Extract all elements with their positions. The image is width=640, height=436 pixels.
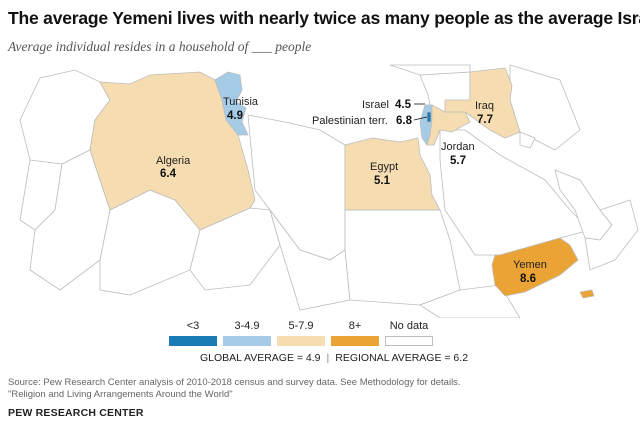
regional-average: REGIONAL AVERAGE = 6.2	[335, 352, 469, 364]
legend-swatch-8plus	[331, 336, 379, 346]
legend-label-5to79: 5-7.9	[288, 320, 314, 332]
country-kuwait	[519, 131, 536, 149]
legend-label-3to49: 3-4.9	[234, 320, 260, 332]
legend-item-3to49: 3-4.9	[222, 319, 272, 346]
label-jordan: Jordan	[441, 141, 475, 153]
country-tunisia	[214, 71, 249, 136]
country-eritrea-ethiopia	[419, 284, 521, 318]
leader-lines	[413, 103, 428, 121]
source-line-1: Source: Pew Research Center analysis of …	[8, 377, 461, 388]
country-algeria	[89, 71, 256, 231]
legend-swatch-nodata	[385, 336, 433, 346]
value-tunisia: 4.9	[227, 110, 243, 122]
choropleth-map: Tunisia 4.9 Algeria 6.4 Israel 4.5 Pales…	[19, 64, 639, 318]
label-algeria: Algeria	[156, 155, 191, 167]
label-iraq: Iraq	[475, 100, 494, 112]
global-average: GLOBAL AVERAGE = 4.9	[200, 352, 321, 364]
source-line-2: "Religion and Living Arrangements Around…	[8, 389, 233, 400]
brand-logo-text: PEW RESEARCH CENTER	[8, 407, 144, 419]
country-saudi-arabia	[439, 129, 591, 256]
country-iraq	[444, 67, 521, 139]
legend-item-nodata: No data	[384, 319, 434, 346]
data-countries	[89, 67, 595, 299]
value-iraq: 7.7	[477, 114, 493, 126]
source-note: Source: Pew Research Center analysis of …	[8, 377, 461, 401]
legend-label-8plus: 8+	[348, 320, 362, 332]
country-yemen	[491, 237, 579, 297]
averages: GLOBAL AVERAGE = 4.9 | REGIONAL AVERAGE = …	[200, 352, 468, 364]
legend-item-lt3: <3	[168, 319, 218, 346]
label-palestinian-terr: Palestinian terr.	[312, 115, 388, 127]
leader-palestinian	[413, 116, 428, 121]
legend-swatch-lt3	[169, 336, 217, 346]
label-tunisia: Tunisia	[223, 96, 259, 108]
value-yemen: 8.6	[520, 273, 536, 285]
legend-label-nodata: No data	[389, 320, 429, 332]
country-palestinian-territories	[426, 111, 432, 123]
value-algeria: 6.4	[160, 168, 177, 180]
legend-label-lt3: <3	[186, 320, 200, 332]
country-egypt	[344, 137, 441, 211]
legend-swatch-5to79	[277, 336, 325, 346]
average-separator: |	[326, 352, 330, 364]
country-sudan	[344, 209, 461, 306]
legend-item-8plus: 8+	[330, 319, 380, 346]
country-oman	[584, 199, 639, 271]
value-israel: 4.5	[395, 99, 412, 111]
label-israel: Israel	[362, 99, 389, 111]
value-egypt: 5.1	[374, 175, 391, 187]
chart-title: The average Yemeni lives with nearly twi…	[8, 8, 640, 28]
label-egypt: Egypt	[370, 161, 398, 173]
country-labels: Tunisia 4.9 Algeria 6.4 Israel 4.5 Pales…	[156, 96, 547, 285]
legend-item-5to79: 5-7.9	[276, 319, 326, 346]
value-jordan: 5.7	[450, 155, 466, 167]
nodata-countries	[19, 64, 639, 318]
label-yemen: Yemen	[513, 259, 547, 271]
value-palestinian-terr: 6.8	[396, 115, 413, 127]
country-yemen-island	[579, 289, 595, 299]
chart-subtitle: Average individual resides in a househol…	[8, 39, 312, 54]
legend-swatch-3to49	[223, 336, 271, 346]
